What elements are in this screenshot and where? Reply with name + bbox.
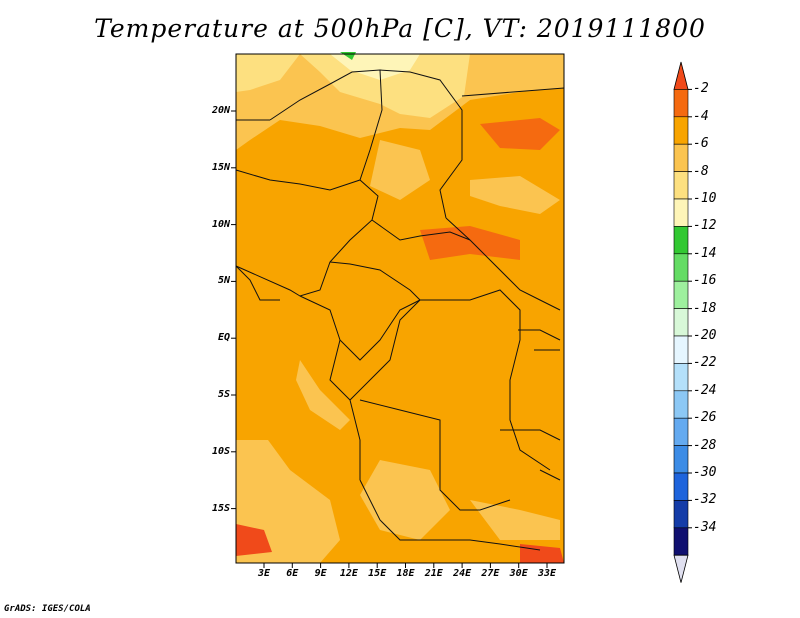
colorbar-segment xyxy=(673,198,689,227)
map-title: Temperature at 500hPa [C], VT: 201911180… xyxy=(94,14,706,43)
border-line-8 xyxy=(420,289,551,471)
border-line-6 xyxy=(329,261,421,301)
border-line-17 xyxy=(500,429,561,441)
lon-label: 15E xyxy=(368,568,387,579)
lon-label: 21E xyxy=(424,568,443,579)
lat-label: 15N xyxy=(211,161,230,173)
colorbar-label: -12 xyxy=(693,218,717,234)
colorbar-label: -26 xyxy=(693,410,717,426)
colorbar-segment xyxy=(673,253,689,282)
colorbar-segment xyxy=(673,143,689,172)
colorbar-label: -8 xyxy=(693,163,709,179)
colorbar-top-triangle xyxy=(673,61,689,90)
lat-label: 5S xyxy=(217,389,230,400)
field-region-3 xyxy=(236,54,300,92)
colorbar-segment xyxy=(673,390,689,419)
border-line-5 xyxy=(371,219,471,241)
field-region-5 xyxy=(370,140,430,200)
border-line-14 xyxy=(518,329,561,341)
field-region-8 xyxy=(470,500,560,540)
colorbar-label: -4 xyxy=(693,108,709,124)
colorbar-bottom-triangle xyxy=(673,554,689,583)
lon-label: 33E xyxy=(537,568,557,579)
colorbar-label: -20 xyxy=(693,328,717,343)
grads-credit: GrADS: IGES/COLA xyxy=(4,604,91,614)
temperature-field xyxy=(236,52,564,563)
field-region-9 xyxy=(296,360,350,430)
border-line-18 xyxy=(539,469,561,481)
colorbar-label: -28 xyxy=(693,437,717,453)
colorbar-label: -14 xyxy=(693,245,717,261)
field-region-4 xyxy=(470,176,560,214)
lat-label: EQ xyxy=(217,332,230,344)
border-line-2 xyxy=(359,69,383,181)
lat-label: 5N xyxy=(217,275,230,287)
colorbar-segment xyxy=(673,116,689,145)
colorbar-segment xyxy=(673,280,689,309)
lon-label: 6E xyxy=(286,568,299,579)
colorbar-label: -32 xyxy=(693,492,717,508)
field-region-1 xyxy=(300,54,470,118)
lat-label: 10N xyxy=(211,218,230,230)
lon-label: 9E xyxy=(314,568,327,579)
border-line-16 xyxy=(235,265,280,301)
border-line-7 xyxy=(299,295,421,361)
colorbar-label: -10 xyxy=(693,191,717,206)
colorbar-label: -34 xyxy=(693,519,717,535)
country-borders xyxy=(235,69,565,551)
colorbar-label: -6 xyxy=(693,136,709,152)
lon-label: 24E xyxy=(453,568,472,579)
lon-label: 30E xyxy=(509,568,528,579)
colorbar-segment xyxy=(673,445,689,474)
axis-ticks xyxy=(231,110,548,568)
field-region-7 xyxy=(360,460,450,540)
field-region-13 xyxy=(480,118,560,150)
map-frame xyxy=(235,53,565,564)
colorbar-segment xyxy=(673,89,689,118)
colorbar-label: -30 xyxy=(693,465,717,480)
border-line-11 xyxy=(359,479,541,551)
colorbar-label: -18 xyxy=(693,300,717,316)
border-line-4 xyxy=(445,217,561,311)
colorbar-segment xyxy=(673,308,689,337)
field-region-2 xyxy=(330,54,420,80)
colorbar-label: -22 xyxy=(693,355,717,371)
lon-label: 27E xyxy=(481,568,500,579)
colorbar-segment xyxy=(673,500,689,529)
colorbar-segment xyxy=(673,472,689,501)
colorbar-segment xyxy=(673,527,689,556)
field-region-10 xyxy=(420,226,520,260)
border-line-1 xyxy=(269,69,463,219)
lat-label: 20N xyxy=(211,105,230,116)
field-region-11 xyxy=(236,524,272,556)
lat-label: 10S xyxy=(211,445,230,457)
colorbar xyxy=(673,61,692,583)
colorbar-label: -16 xyxy=(693,273,717,289)
lat-label: 15S xyxy=(211,502,230,514)
colorbar-segment xyxy=(673,226,689,255)
border-line-13 xyxy=(349,299,421,401)
lon-label: 3E xyxy=(257,568,271,579)
colorbar-segment xyxy=(673,335,689,364)
border-line-12 xyxy=(461,87,565,97)
lon-label: 18E xyxy=(396,568,415,579)
colorbar-segment xyxy=(673,363,689,392)
border-line-10 xyxy=(359,399,511,511)
lon-label: 12E xyxy=(339,568,358,579)
colorbar-label: -24 xyxy=(693,382,717,398)
colorbar-label: -2 xyxy=(693,81,709,97)
colorbar-segment xyxy=(673,417,689,446)
colorbar-segment xyxy=(673,171,689,200)
